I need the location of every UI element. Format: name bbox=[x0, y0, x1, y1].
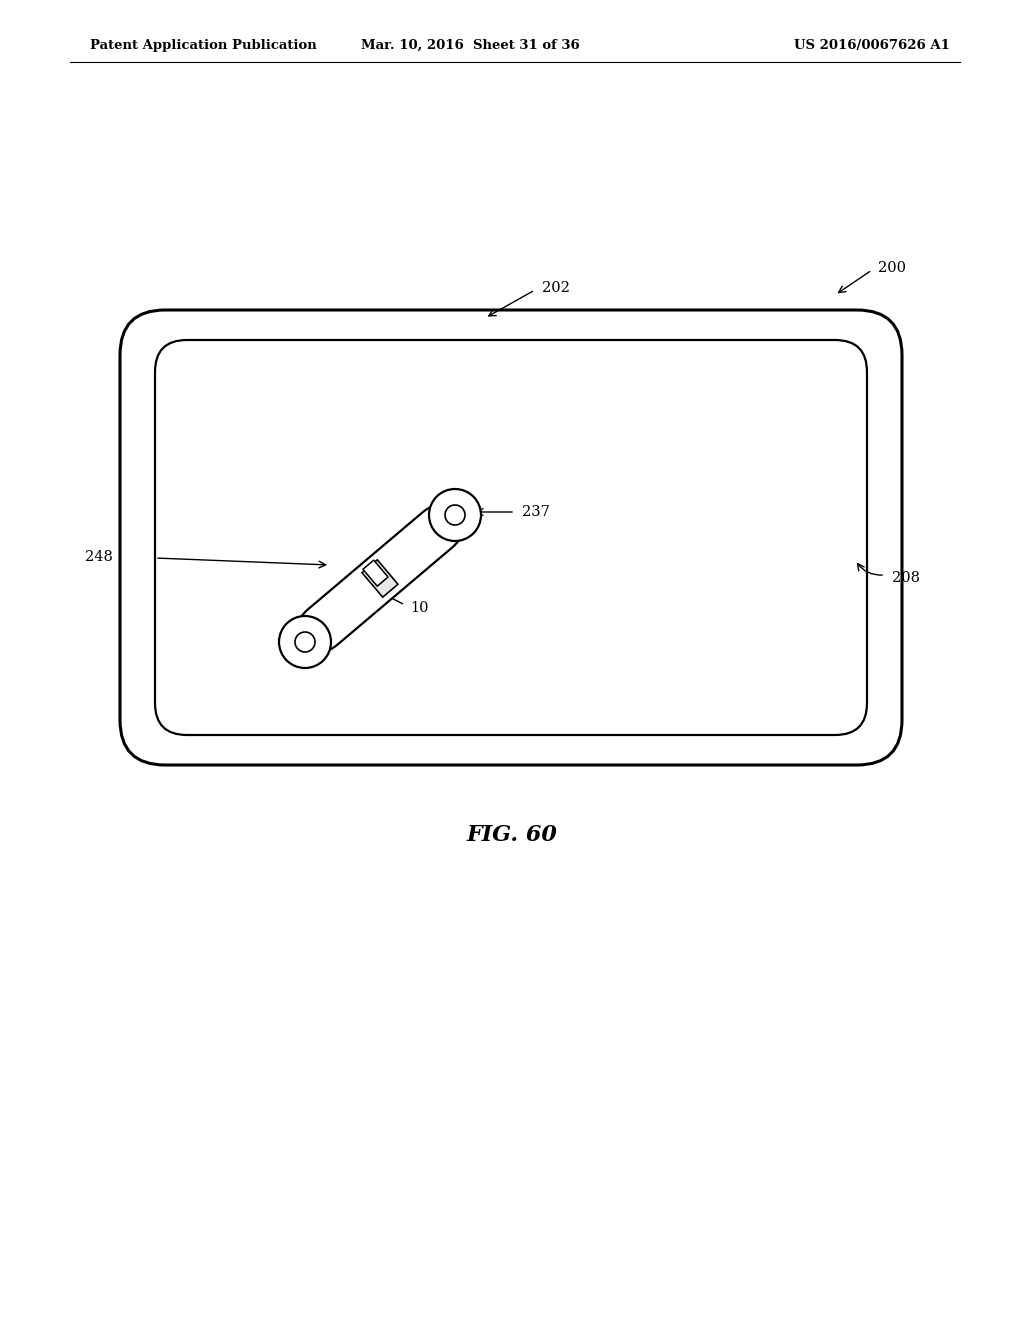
Text: 202: 202 bbox=[542, 281, 570, 294]
FancyBboxPatch shape bbox=[362, 560, 398, 597]
FancyBboxPatch shape bbox=[298, 506, 462, 652]
Circle shape bbox=[429, 488, 481, 541]
FancyBboxPatch shape bbox=[155, 341, 867, 735]
Text: 237: 237 bbox=[328, 599, 356, 612]
Text: Mar. 10, 2016  Sheet 31 of 36: Mar. 10, 2016 Sheet 31 of 36 bbox=[360, 38, 580, 51]
Text: 248: 248 bbox=[85, 550, 113, 564]
Text: Patent Application Publication: Patent Application Publication bbox=[90, 38, 316, 51]
Circle shape bbox=[279, 616, 331, 668]
Circle shape bbox=[445, 506, 465, 525]
Circle shape bbox=[295, 632, 315, 652]
Text: 237: 237 bbox=[522, 506, 550, 519]
Text: 200: 200 bbox=[878, 261, 906, 275]
Text: FIG. 60: FIG. 60 bbox=[467, 824, 557, 846]
FancyBboxPatch shape bbox=[120, 310, 902, 766]
Text: 10: 10 bbox=[410, 601, 428, 615]
FancyBboxPatch shape bbox=[364, 560, 388, 586]
Text: 208: 208 bbox=[892, 572, 920, 585]
Text: US 2016/0067626 A1: US 2016/0067626 A1 bbox=[795, 38, 950, 51]
